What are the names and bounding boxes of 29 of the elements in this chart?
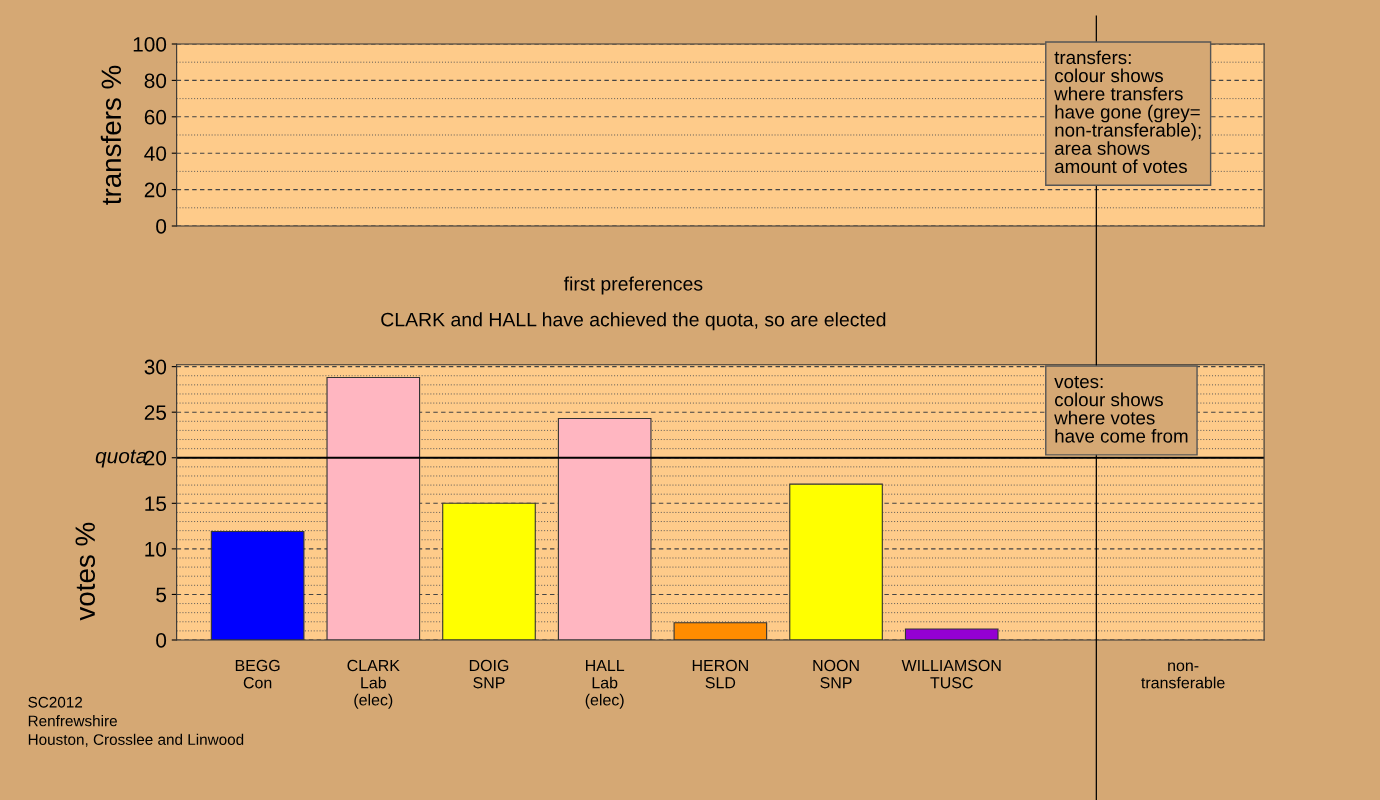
y-tick-label: 20 bbox=[144, 182, 167, 198]
y-tick-label: 10 bbox=[145, 541, 167, 557]
ref-line-label: quota bbox=[95, 449, 147, 468]
y-tick-label: 20 bbox=[144, 450, 167, 466]
y-tick-label: 100 bbox=[133, 37, 167, 52]
y-tick-label: 60 bbox=[144, 109, 167, 125]
x-tick-label: HERON SLD bbox=[692, 659, 748, 689]
annotation: transfers: colour shows where transfers have gone (grey= non-transferable); area shows amount of votes bbox=[1054, 50, 1201, 174]
x-tick-label: WILLIAMSON TUSC bbox=[901, 659, 1001, 689]
y-tick-label: 15 bbox=[145, 496, 167, 512]
chart-title: first preferences bbox=[563, 276, 703, 295]
y-tick-label: 0 bbox=[156, 219, 167, 234]
y-axis-title: votes % bbox=[75, 522, 96, 621]
y-tick-label: 25 bbox=[144, 405, 167, 420]
x-tick-label: CLARK Lab (elec) bbox=[347, 659, 400, 709]
y-axis-title: transfers % bbox=[100, 65, 122, 205]
x-tick-label: non- transferable bbox=[1141, 662, 1225, 689]
y-tick-label: 5 bbox=[156, 587, 167, 603]
y-tick-label: 0 bbox=[156, 633, 167, 648]
x-tick-label: DOIG SNP bbox=[469, 659, 509, 689]
x-tick-label: BEGG Con bbox=[235, 659, 280, 689]
y-tick-label: 80 bbox=[144, 73, 167, 89]
y-tick-label: 40 bbox=[144, 146, 167, 161]
x-tick-label: NOON SNP bbox=[813, 659, 859, 689]
x-tick-label: HALL Lab (elec) bbox=[585, 660, 625, 709]
annotation: votes: colour shows where votes have come from bbox=[1054, 375, 1188, 443]
chart-subtitle: CLARK and HALL have achieved the quota, so are elected bbox=[381, 312, 886, 331]
text: SC2012 Renfrewshire Houston, Crosslee and Linwood bbox=[28, 696, 244, 747]
y-tick-label: 30 bbox=[144, 359, 167, 375]
